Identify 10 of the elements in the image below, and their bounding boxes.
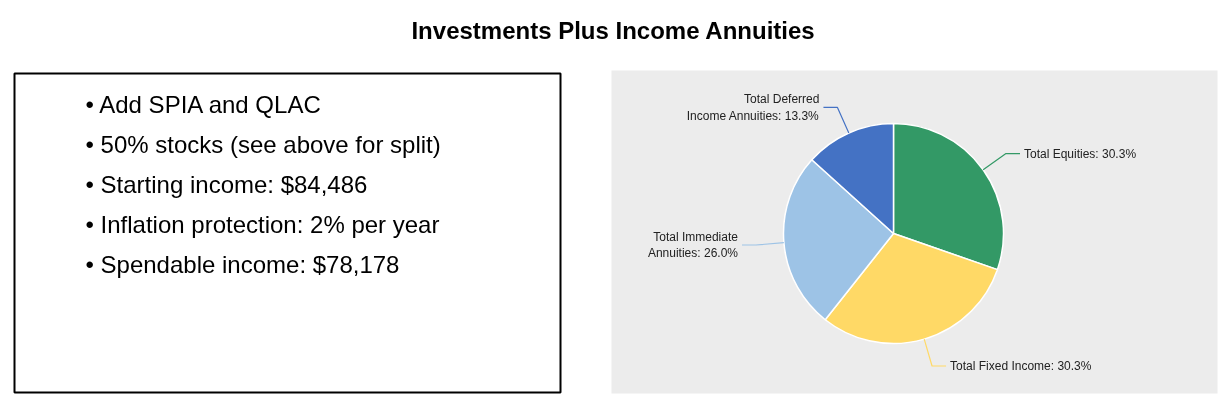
text: • Inflation protection: 2% per year	[85, 211, 440, 238]
slice-label: Total Equities: 30.3%	[1023, 146, 1137, 161]
text: • Starting income: $84,486	[85, 171, 368, 198]
text: • Spendable income: $78,178	[85, 251, 400, 278]
text: • Add SPIA and QLAC	[85, 91, 321, 118]
slice-label: Total Immediate Annuities: 26.0%	[647, 229, 739, 261]
slice-label: Total Fixed Income: 30.3%	[950, 359, 1092, 374]
text: • 50% stocks (see above for split)	[85, 131, 441, 158]
slice-label: Total Deferred Income Annuities: 13.3%	[686, 92, 820, 123]
chart-title: Investments Plus Income Annuities	[411, 17, 815, 44]
